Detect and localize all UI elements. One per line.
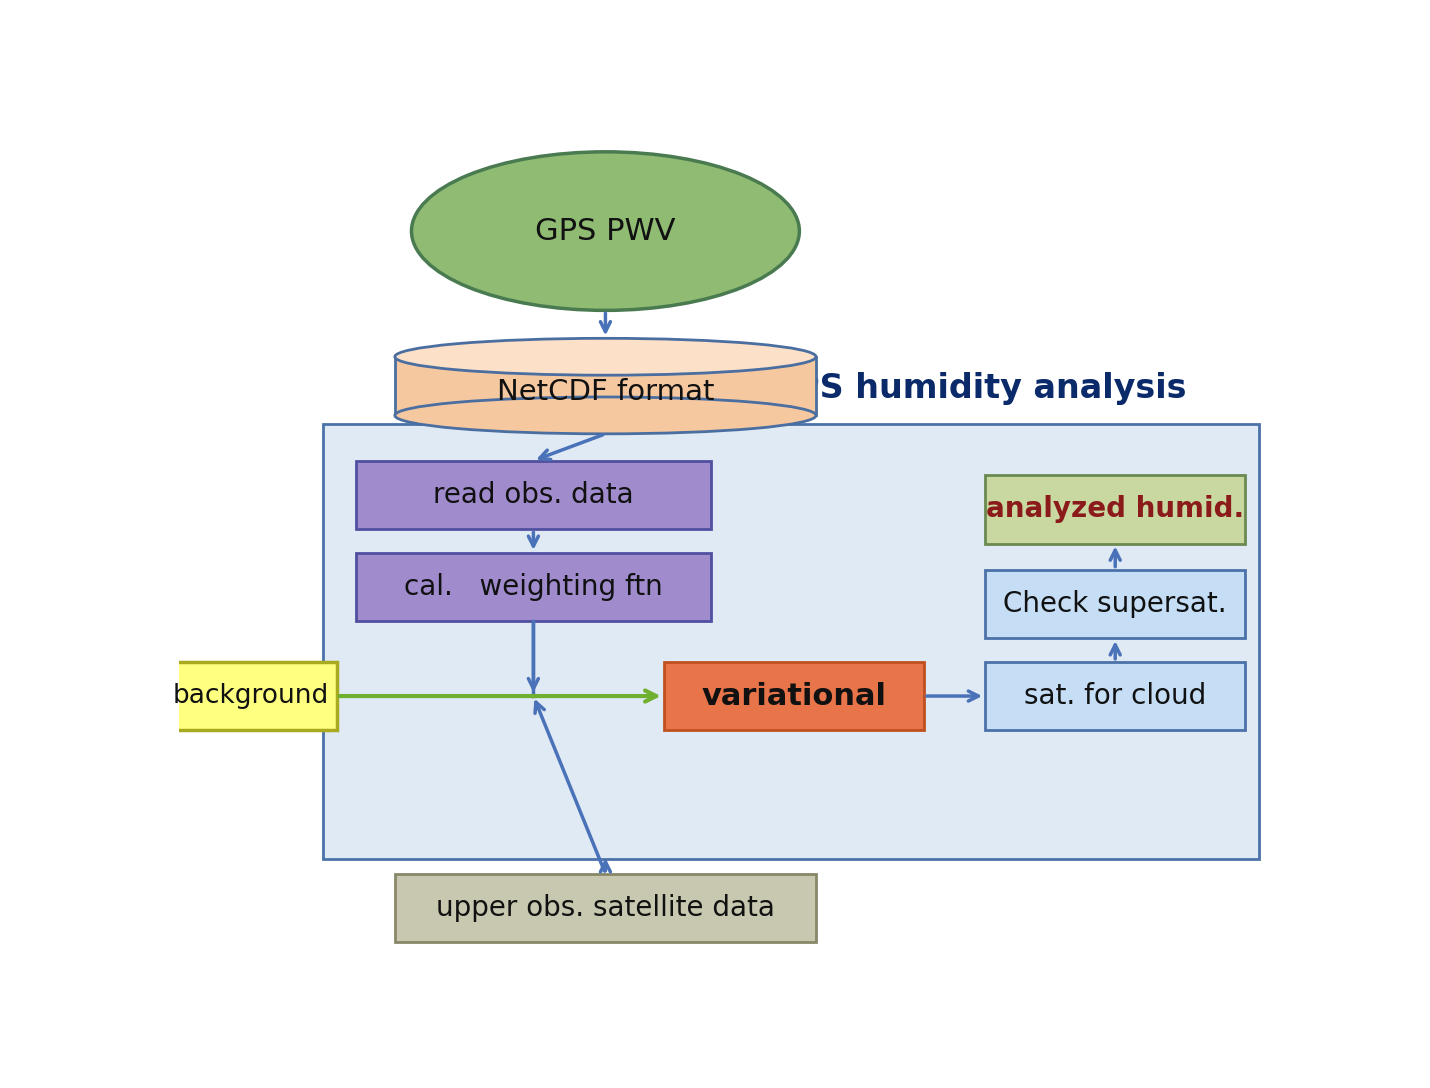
Text: upper obs. satellite data: upper obs. satellite data [436, 894, 775, 922]
FancyBboxPatch shape [164, 662, 336, 730]
FancyBboxPatch shape [323, 423, 1260, 860]
Text: read obs. data: read obs. data [433, 481, 633, 509]
Ellipse shape [395, 397, 817, 434]
Text: background: background [173, 683, 329, 709]
FancyBboxPatch shape [985, 569, 1246, 639]
Text: analyzed humid.: analyzed humid. [987, 495, 1244, 523]
Text: sat. for cloud: sat. for cloud [1024, 682, 1207, 710]
FancyBboxPatch shape [356, 460, 711, 530]
Ellipse shape [412, 152, 799, 310]
FancyBboxPatch shape [664, 662, 924, 730]
FancyBboxPatch shape [985, 662, 1246, 730]
FancyBboxPatch shape [985, 474, 1246, 544]
FancyBboxPatch shape [395, 357, 817, 416]
Ellipse shape [395, 338, 817, 375]
FancyBboxPatch shape [395, 874, 817, 942]
Text: variational: variational [701, 681, 887, 710]
Text: Check supersat.: Check supersat. [1004, 590, 1227, 618]
Text: KLAPS humidity analysis: KLAPS humidity analysis [722, 372, 1187, 406]
FancyBboxPatch shape [356, 553, 711, 621]
Text: cal.   weighting ftn: cal. weighting ftn [405, 573, 662, 602]
Text: GPS PWV: GPS PWV [535, 217, 676, 246]
Text: NetCDF format: NetCDF format [496, 378, 714, 406]
